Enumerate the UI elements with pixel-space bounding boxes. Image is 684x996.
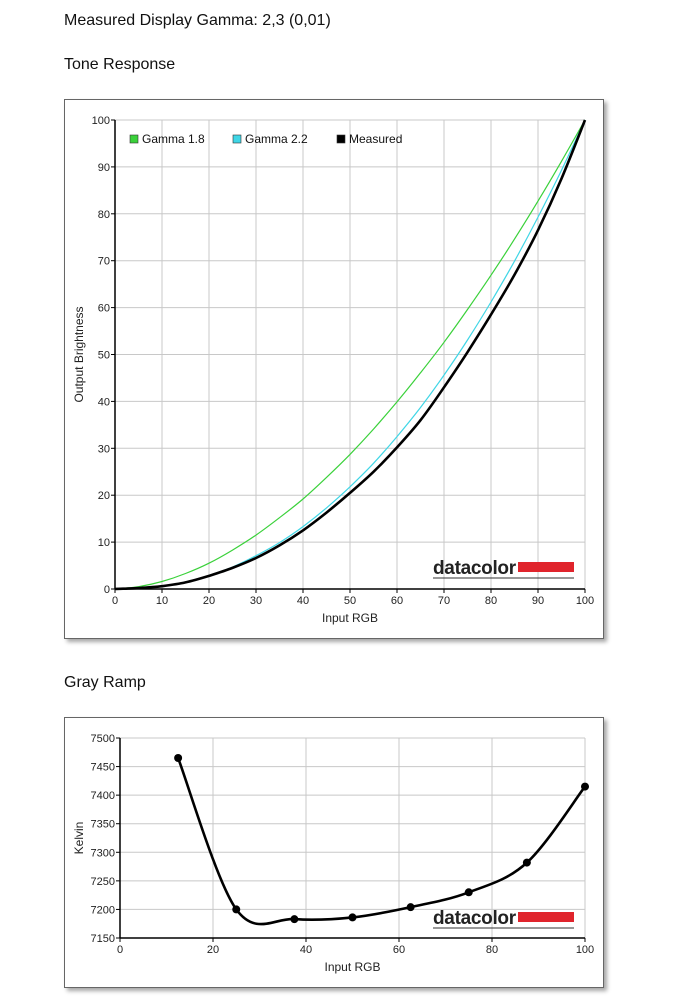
legend-label: Gamma 2.2 (245, 132, 308, 146)
datacolor-logo-bar (518, 562, 574, 572)
tone-response-heading: Tone Response (64, 56, 176, 73)
x-tick-label: 40 (300, 944, 312, 956)
x-tick-label: 80 (485, 595, 497, 607)
y-tick-label: 7350 (91, 819, 115, 831)
datacolor-logo-text: datacolor (433, 558, 517, 579)
series-line (176, 757, 587, 926)
y-tick-label: 60 (98, 303, 110, 315)
data-point (464, 888, 473, 897)
x-tick-label: 20 (203, 595, 215, 607)
x-tick-label: 40 (297, 595, 309, 607)
datacolor-logo: datacolor (433, 558, 574, 579)
x-tick-label: 100 (576, 595, 594, 607)
x-tick-label: 30 (250, 595, 262, 607)
grid-lines (114, 119, 586, 590)
x-tick-label: 70 (438, 595, 450, 607)
y-tick-label: 20 (98, 490, 110, 502)
measured-line (114, 119, 587, 591)
data-point (522, 858, 531, 867)
legend: Gamma 1.8 Gamma 2.2 Measured (129, 132, 402, 146)
datacolor-logo-bar (518, 912, 574, 922)
x-tick-label: 0 (112, 595, 118, 607)
legend-swatch (336, 134, 346, 144)
legend-label: Measured (349, 132, 402, 146)
data-point (290, 915, 299, 924)
y-tick-label: 7150 (91, 933, 115, 945)
y-tick-label: 30 (98, 443, 110, 455)
data-point (348, 913, 357, 922)
datacolor-logo: datacolor (433, 908, 574, 929)
data-point (174, 754, 183, 762)
gray-ramp-chart: 0 20 40 60 80 100 7150 7200 7250 7300 7350 7400 7450… (72, 733, 594, 974)
tone-response-chart: 0 10 20 30 40 50 60 70 80 90 100 0 10 20 30 40 50 60 70 80 9… (72, 115, 594, 625)
y-tick-label: 7250 (91, 876, 115, 888)
gray-ramp-chart-frame: 0 20 40 60 80 100 7150 7200 7250 7300 7350 7400 7450… (64, 717, 604, 988)
legend-label: Gamma 1.8 (142, 132, 205, 146)
y-tick-label: 7200 (91, 904, 115, 916)
y-tick-label: 100 (92, 115, 110, 127)
gray-ramp-heading: Gray Ramp (64, 674, 146, 691)
x-axis-label: Input RGB (324, 960, 380, 974)
data-point (581, 782, 589, 791)
x-tick-label: 50 (344, 595, 356, 607)
x-tick-label: 80 (486, 944, 498, 956)
x-tick-label: 10 (156, 595, 168, 607)
tone-response-chart-frame: 0 10 20 30 40 50 60 70 80 90 100 0 10 20 30 40 50 60 70 80 9… (64, 99, 604, 639)
x-tick-label: 20 (207, 944, 219, 956)
x-tick-label: 90 (532, 595, 544, 607)
y-axis-label: Kelvin (72, 822, 86, 855)
page-title: Measured Display Gamma: 2,3 (0,01) (64, 12, 331, 29)
data-point (406, 903, 415, 912)
data-point (232, 905, 241, 914)
x-tick-label: 60 (391, 595, 403, 607)
legend-swatch (129, 134, 139, 144)
y-axis-label: Output Brightness (72, 306, 86, 402)
x-tick-label: 0 (117, 944, 123, 956)
y-tick-label: 7300 (91, 847, 115, 859)
datacolor-logo-text: datacolor (433, 908, 517, 929)
y-tick-label: 80 (98, 209, 110, 221)
x-axis-label: Input RGB (322, 611, 378, 625)
gamma-1-8-line (114, 119, 586, 590)
y-tick-label: 50 (98, 350, 110, 362)
y-tick-label: 7450 (91, 762, 115, 774)
y-tick-label: 7500 (91, 733, 115, 745)
x-tick-label: 60 (393, 944, 405, 956)
y-tick-label: 90 (98, 162, 110, 174)
y-tick-label: 0 (104, 584, 110, 596)
y-tick-label: 70 (98, 256, 110, 268)
y-tick-label: 7400 (91, 790, 115, 802)
x-tick-label: 100 (576, 944, 594, 956)
legend-item: Gamma 1.8 (129, 132, 205, 146)
legend-swatch (232, 134, 242, 144)
legend-item: Measured (336, 132, 402, 146)
y-tick-label: 10 (98, 537, 110, 549)
y-tick-label: 40 (98, 396, 110, 408)
legend-item: Gamma 2.2 (232, 132, 308, 146)
